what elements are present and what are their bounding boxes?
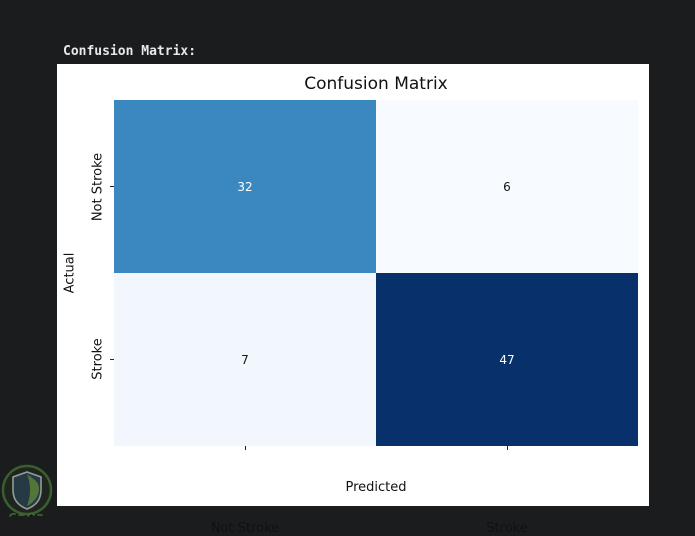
chart-title: Confusion Matrix [304,74,448,94]
cell-value: 47 [499,352,515,367]
x-axis-label: Predicted [345,480,407,495]
page: { "page": { "background": "#1b1c1e" }, "… [0,44,649,536]
x-tick-label-stroke: Stroke [486,521,528,536]
heatmap-cell-false-positive: 6 [376,100,638,273]
shield-logo-icon [1,464,53,517]
heatmap-cell-true-positive: 47 [376,273,638,446]
y-tick-mark [110,359,114,360]
shield-logo-watermark [0,460,58,521]
confusion-matrix-figure: Confusion Matrix 32 6 7 47 Not Stroke St… [57,64,649,536]
cell-value: 6 [503,179,511,194]
cell-value: 7 [241,352,249,367]
heatmap-grid: 32 6 7 47 [114,100,638,446]
x-tick-label-not-stroke: Not Stroke [210,521,280,536]
watermark-text [9,512,43,517]
terminal-line: Confusion Matrix: [63,44,197,59]
heatmap-cell-false-negative: 7 [114,273,376,446]
y-tick-mark [110,186,114,187]
cell-value: 32 [237,179,253,194]
x-tick-mark [245,446,246,450]
heatmap-cell-true-negative: 32 [114,100,376,273]
x-tick-mark [507,446,508,450]
